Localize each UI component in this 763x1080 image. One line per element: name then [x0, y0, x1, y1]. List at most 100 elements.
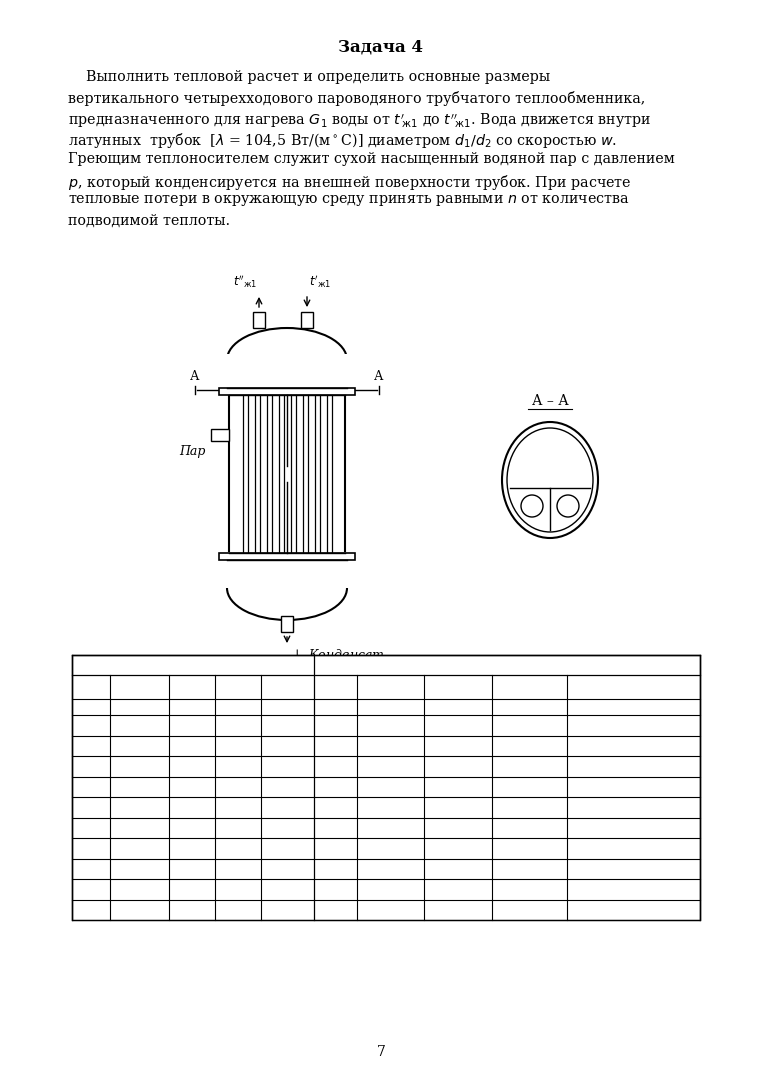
Text: 198: 198	[517, 862, 542, 875]
Text: $p$, который конденсируется на внешней поверхности трубок. При расчете: $p$, который конденсируется на внешней п…	[68, 173, 632, 191]
Text: 1,5: 1,5	[581, 800, 600, 813]
Text: 15: 15	[230, 821, 246, 834]
Text: подводимой теплоты.: подводимой теплоты.	[68, 214, 230, 228]
Circle shape	[557, 495, 579, 517]
Text: 89: 89	[450, 759, 466, 773]
Text: 14: 14	[185, 759, 200, 773]
Text: 32: 32	[132, 862, 148, 875]
Text: 1,2: 1,2	[278, 739, 298, 753]
Text: 9: 9	[332, 903, 340, 916]
Text: 198: 198	[517, 739, 542, 753]
Text: 14: 14	[185, 719, 200, 732]
Text: 1,8: 1,8	[278, 862, 298, 875]
Text: 14: 14	[230, 862, 246, 875]
Text: 1: 1	[332, 739, 340, 753]
Text: $t^{\prime\prime}_{\mathsf{ж1}}$: $t^{\prime\prime}_{\mathsf{ж1}}$	[448, 678, 468, 696]
Text: 3: 3	[332, 780, 340, 793]
Text: 92: 92	[450, 821, 466, 834]
Text: 93: 93	[450, 841, 466, 854]
Text: 7: 7	[377, 1045, 385, 1059]
Text: 2,5: 2,5	[581, 759, 600, 773]
Text: 15: 15	[230, 800, 246, 813]
Text: 16: 16	[230, 739, 246, 753]
Text: 198: 198	[517, 903, 542, 916]
Text: 13: 13	[185, 780, 200, 793]
Text: %: %	[584, 701, 596, 714]
Text: 20: 20	[383, 780, 398, 793]
Text: 96: 96	[450, 903, 466, 916]
Text: 14: 14	[230, 903, 246, 916]
Text: 95: 95	[450, 882, 466, 895]
Text: Пар: Пар	[179, 445, 206, 458]
Text: 30: 30	[382, 821, 398, 834]
Text: 14: 14	[185, 739, 200, 753]
Text: $n$: $n$	[586, 680, 595, 693]
Text: 15: 15	[383, 882, 398, 895]
Text: $d_2$: $d_2$	[230, 679, 245, 696]
Text: 198: 198	[517, 780, 542, 793]
Text: Последняя цифра: Последняя цифра	[448, 659, 566, 672]
Text: 40: 40	[382, 862, 398, 875]
Text: 1,1: 1,1	[278, 719, 298, 732]
Text: 6: 6	[87, 841, 95, 854]
Text: Греющим теплоносителем служит сухой насыщенный водяной пар с давлением: Греющим теплоносителем служит сухой насы…	[68, 152, 674, 166]
Text: 13: 13	[185, 800, 200, 813]
Text: 12: 12	[185, 903, 200, 916]
Text: 2: 2	[332, 759, 340, 773]
Text: 0: 0	[87, 719, 95, 732]
Bar	[225, 552, 349, 588]
Text: мм: мм	[206, 701, 224, 714]
Text: т/ч: т/ч	[130, 701, 149, 714]
Text: 8: 8	[332, 882, 340, 895]
Text: 2,5: 2,5	[581, 841, 600, 854]
Text: 25: 25	[383, 800, 398, 813]
Text: $t''_{\mathsf{ж1}}$: $t''_{\mathsf{ж1}}$	[233, 273, 257, 291]
Text: 3,0: 3,0	[581, 780, 600, 793]
Bar	[72, 654, 700, 920]
Text: 15: 15	[383, 759, 398, 773]
Text: 1: 1	[87, 739, 95, 753]
Text: $\downarrow$ Конденсат: $\downarrow$ Конденсат	[289, 648, 385, 662]
Text: 15: 15	[230, 780, 246, 793]
Text: 1,7: 1,7	[278, 841, 298, 854]
Text: 8: 8	[87, 882, 95, 895]
Text: 28: 28	[132, 780, 148, 793]
Text: А – А: А – А	[532, 394, 568, 408]
Text: тепловые потери в окружающую среду принять равными $n$ от количества: тепловые потери в окружающую среду приня…	[68, 193, 629, 208]
Text: $t'_{\mathsf{ж1}}$: $t'_{\mathsf{ж1}}$	[309, 273, 331, 291]
Text: 91: 91	[450, 800, 466, 813]
Text: 3: 3	[87, 780, 95, 793]
Text: 6: 6	[332, 841, 340, 854]
Text: 31: 31	[132, 841, 148, 854]
Text: 1,5: 1,5	[581, 719, 600, 732]
Text: 14: 14	[230, 841, 246, 854]
Text: 1,3: 1,3	[278, 759, 298, 773]
Text: 14: 14	[230, 882, 246, 895]
Text: 1,4: 1,4	[278, 780, 298, 793]
Text: $t'_{\mathsf{ж1}}$: $t'_{\mathsf{ж1}}$	[379, 678, 402, 696]
Bar	[253, 312, 265, 328]
Text: 4: 4	[87, 800, 95, 813]
Text: 5: 5	[87, 821, 95, 834]
Text: 30: 30	[132, 821, 148, 834]
Text: 12: 12	[185, 841, 200, 854]
Ellipse shape	[502, 422, 598, 538]
Text: 7: 7	[87, 862, 95, 875]
Text: 87: 87	[450, 719, 466, 732]
Ellipse shape	[507, 428, 593, 532]
Bar	[211, 429, 229, 441]
Text: 2,0: 2,0	[581, 739, 600, 753]
Text: 1,6: 1,6	[278, 821, 298, 834]
Text: 33: 33	[132, 882, 148, 895]
Text: Выполнить тепловой расчет и определить основные размеры: Выполнить тепловой расчет и определить о…	[68, 70, 550, 84]
Text: 2,0: 2,0	[581, 903, 600, 916]
Ellipse shape	[227, 328, 347, 392]
Text: А: А	[190, 369, 200, 382]
Text: 88: 88	[450, 739, 466, 753]
Text: предназначенного для нагрева $G_1$ воды от $t'_{\mathsf{\!ж1}}$ до $t''_{\mathsf: предназначенного для нагрева $G_1$ воды …	[68, 111, 652, 130]
Text: Предпоследняя цифра: Предпоследняя цифра	[118, 659, 268, 672]
Text: 90: 90	[450, 780, 466, 793]
Text: 7: 7	[332, 862, 340, 875]
Text: 94: 94	[450, 862, 466, 875]
Bar	[219, 388, 355, 395]
